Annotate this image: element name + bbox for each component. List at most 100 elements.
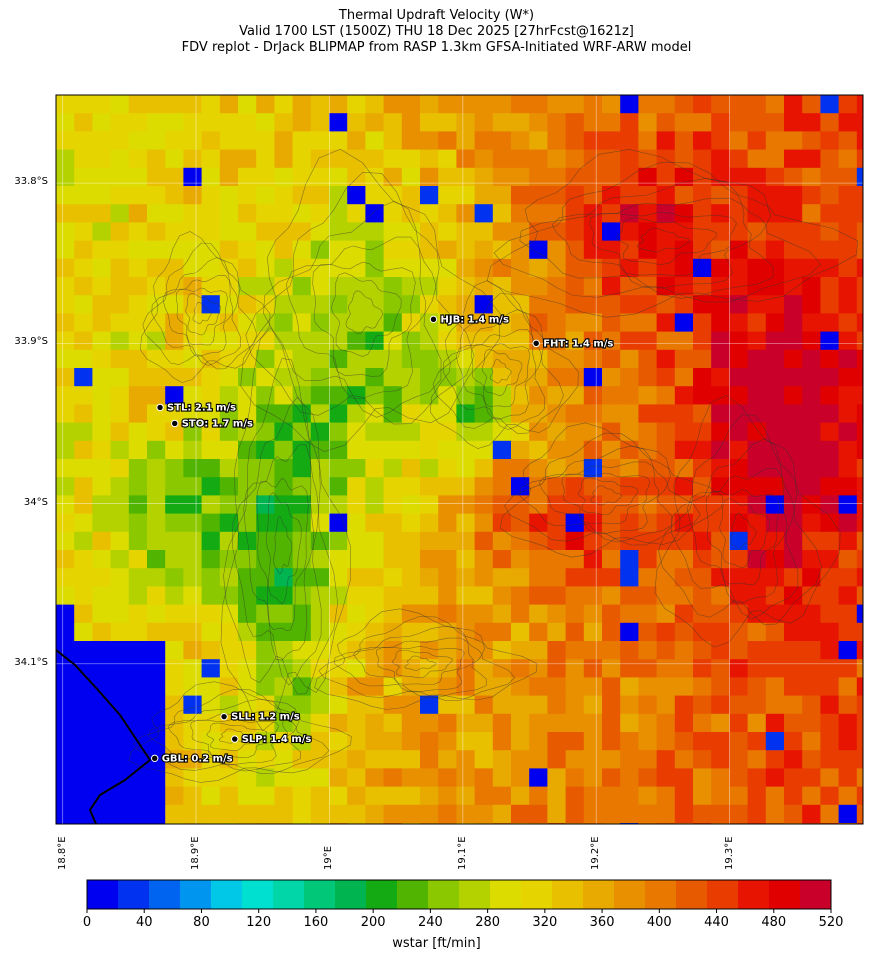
field-cell (856, 459, 863, 478)
field-cell (438, 459, 457, 478)
field-cell (565, 404, 585, 424)
field-cell (565, 313, 585, 333)
field-cell (310, 149, 330, 169)
field-cell (511, 422, 530, 442)
field-cell (383, 295, 403, 314)
field-cell (474, 131, 494, 151)
field-cell (729, 368, 749, 387)
field-cell (438, 550, 457, 569)
field-cell (420, 477, 439, 496)
field-cell (693, 258, 712, 278)
field-cell (56, 258, 75, 278)
field-cell (820, 695, 840, 715)
field-cell (219, 222, 239, 242)
field-cell (274, 258, 294, 278)
field-cell (365, 804, 385, 824)
field-cell (147, 804, 166, 824)
field-cell (620, 568, 639, 587)
field-cell (838, 258, 858, 278)
field-cell (620, 386, 639, 405)
field-cell (438, 295, 457, 314)
field-cell (838, 823, 858, 824)
terrain-contour (273, 516, 293, 575)
field-cell (656, 240, 676, 260)
field-cell (711, 550, 730, 569)
field-cell (401, 550, 421, 569)
field-cell (383, 568, 403, 587)
field-cell (219, 768, 239, 788)
field-cell (383, 495, 403, 515)
field-cell (56, 349, 75, 369)
field-cell (656, 695, 676, 715)
field-cell (638, 604, 658, 624)
field-cell (838, 149, 858, 169)
field-cell (420, 713, 439, 733)
title-line-2: Valid 1700 LST (1500Z) THU 18 Dec 2025 [… (239, 24, 634, 39)
field-cell (56, 422, 75, 442)
field-cell (620, 550, 639, 569)
field-cell (256, 677, 275, 697)
station-marker-gbl (151, 754, 159, 763)
field-cell (565, 204, 585, 223)
field-cell (711, 713, 730, 733)
field-cell (747, 622, 767, 642)
field-cell (383, 313, 403, 333)
field-cell (347, 459, 366, 478)
field-cell (56, 240, 75, 260)
field-cell (711, 295, 730, 314)
field-cell (583, 568, 603, 587)
field-cell (565, 713, 585, 733)
field-cell (802, 677, 821, 697)
field-cell (620, 277, 639, 296)
field-cell (92, 422, 112, 442)
terrain-contour (729, 513, 757, 550)
terrain-contour (489, 359, 512, 384)
field-cell (420, 277, 439, 296)
field-cell (365, 186, 385, 205)
field-cell (219, 804, 239, 824)
field-cell (820, 823, 840, 824)
latitude-tick-label: 33.9°S (14, 336, 48, 348)
field-cell (529, 222, 548, 242)
field-cell (784, 732, 803, 751)
field-cell (438, 331, 457, 351)
field-cell (420, 823, 439, 824)
field-cell (820, 313, 840, 333)
field-cell (256, 604, 275, 624)
field-cell (110, 167, 130, 187)
field-cell (128, 222, 148, 242)
field-cell (365, 331, 385, 351)
field-cell (620, 167, 639, 187)
field-cell (565, 677, 585, 697)
field-cell (201, 95, 221, 114)
field-cell (492, 222, 512, 242)
field-cell (802, 459, 821, 478)
field-cell (56, 677, 75, 697)
field-cell (365, 659, 385, 678)
field-cell (638, 732, 658, 751)
field-cell (492, 677, 512, 697)
field-cell (638, 786, 658, 806)
terrain-contour (218, 728, 252, 744)
field-cell (329, 477, 348, 496)
field-cell (74, 713, 93, 733)
field-cell (292, 149, 312, 169)
field-cell (128, 677, 148, 697)
field-cell (565, 240, 585, 260)
field-cell (511, 440, 530, 460)
field-cell (256, 149, 275, 169)
field-cell (474, 422, 494, 442)
field-cell (602, 149, 621, 169)
field-cell (693, 349, 712, 369)
field-cell (529, 550, 548, 569)
field-cell (620, 186, 639, 205)
field-cell (729, 477, 749, 496)
field-cell (802, 732, 821, 751)
field-cell (674, 222, 694, 242)
field-cell (456, 240, 476, 260)
field-cell (474, 550, 494, 569)
field-cell (292, 131, 312, 151)
field-cell (711, 422, 730, 442)
field-cell (547, 568, 567, 587)
field-cell (693, 604, 712, 624)
